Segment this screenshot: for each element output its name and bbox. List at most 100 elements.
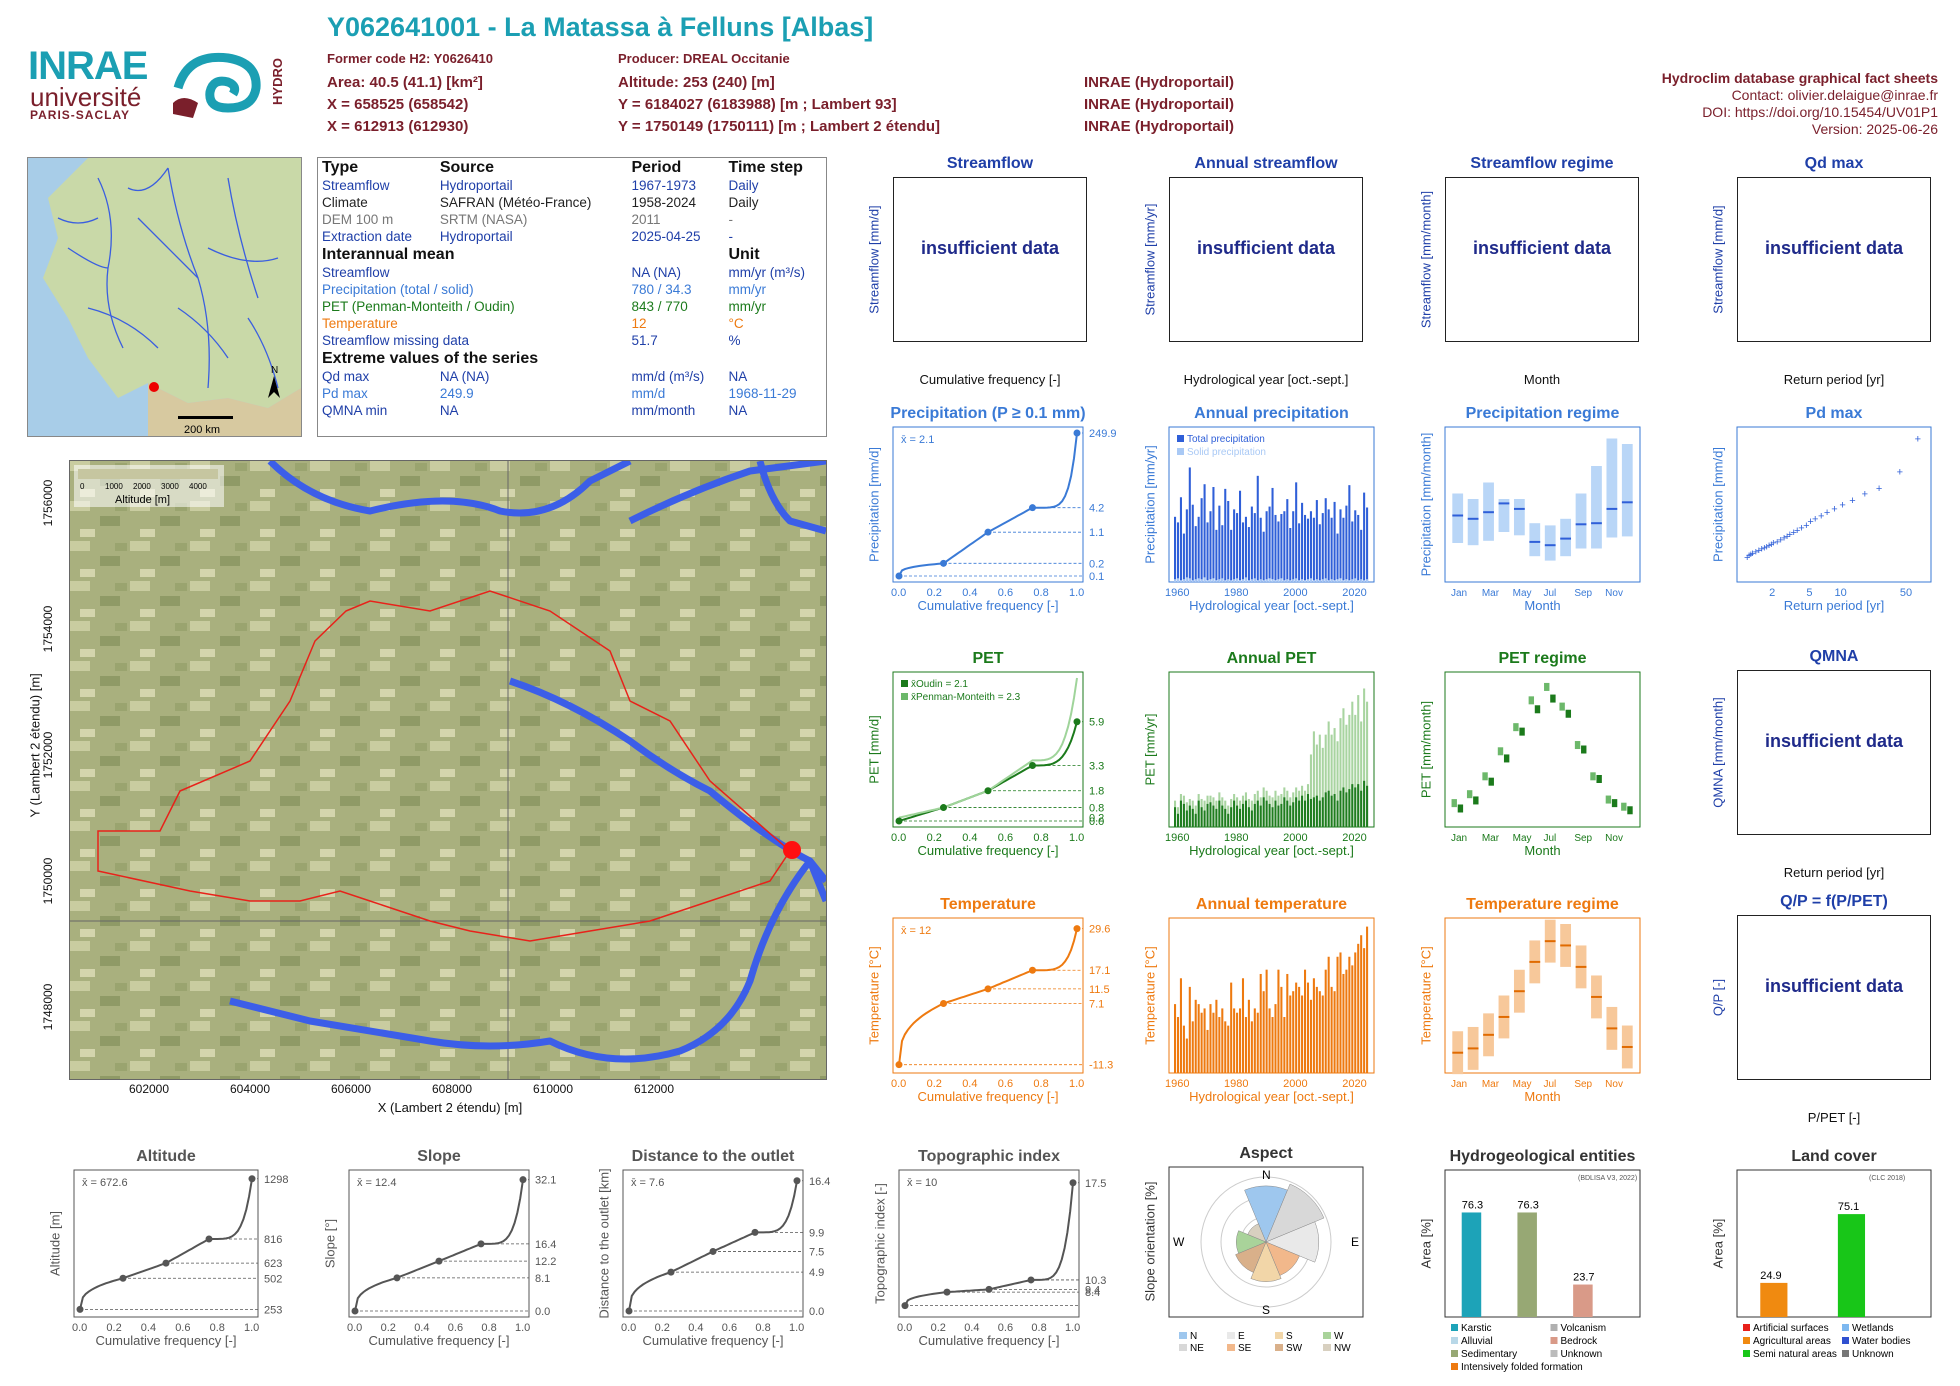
mean-label: x̄ = 12.4 bbox=[357, 1177, 396, 1189]
plot-frame bbox=[1736, 1169, 1932, 1318]
area-bar bbox=[1517, 1212, 1537, 1317]
temp-bar bbox=[1318, 991, 1321, 1073]
cdf-curve bbox=[79, 1178, 253, 1310]
quantile-point bbox=[984, 787, 992, 795]
precip-bar bbox=[1265, 511, 1268, 582]
legend-label: SW bbox=[1286, 1343, 1303, 1354]
legend-label: Alluvial bbox=[1461, 1336, 1493, 1347]
panel-ylabel: Streamflow [mm/month] bbox=[1418, 190, 1434, 328]
legend-swatch bbox=[901, 680, 908, 687]
right-tick-label: 0.2 bbox=[1089, 813, 1104, 825]
x-tick-label: 0.0 bbox=[891, 832, 906, 844]
temp-bar bbox=[1250, 1021, 1253, 1073]
solid-precip-bar bbox=[1206, 580, 1209, 582]
mean-label: x̄ = 7.6 bbox=[631, 1177, 664, 1189]
x-tick-label: 0.2 bbox=[927, 832, 942, 844]
x-tick-label: 0.6 bbox=[998, 1322, 1013, 1334]
temp-bar bbox=[1241, 978, 1245, 1073]
pet-oudin-bar bbox=[1212, 805, 1215, 827]
precip-bar bbox=[1224, 488, 1227, 582]
precip-bar bbox=[1336, 533, 1339, 582]
quantile-point bbox=[984, 985, 992, 993]
solid-precip-bar bbox=[1253, 578, 1256, 582]
rose-petal bbox=[1236, 1230, 1267, 1254]
mean-label: x̄ = 2.1 bbox=[901, 434, 934, 446]
precip-bar bbox=[1268, 506, 1271, 582]
solid-precip-bar bbox=[1357, 580, 1360, 582]
precip-bar bbox=[1244, 516, 1247, 582]
pet-oudin-box bbox=[1550, 694, 1556, 703]
panel-title: Hydrogeological entities bbox=[1449, 1148, 1636, 1165]
right-tick-label: 16.4 bbox=[535, 1239, 556, 1251]
pet-oudin-box bbox=[1581, 745, 1587, 754]
pet-pm-bar bbox=[1330, 734, 1333, 827]
solid-precip-bar bbox=[1256, 580, 1259, 582]
pdmax-point: + bbox=[1862, 489, 1868, 501]
solid-precip-bar bbox=[1327, 580, 1330, 582]
pdmax-point: + bbox=[1818, 511, 1824, 523]
pet-oudin-bar bbox=[1209, 802, 1212, 827]
area: Area: 40.5 (41.1) [km²] bbox=[327, 74, 483, 91]
right-tick-label: 7.1 bbox=[1089, 998, 1104, 1010]
temp-bar bbox=[1253, 1008, 1256, 1073]
basin-xtick: 612000 bbox=[633, 1082, 675, 1096]
precip-bar bbox=[1318, 524, 1321, 582]
regime-box bbox=[1529, 523, 1541, 557]
pdmax-point: + bbox=[1897, 467, 1903, 479]
cdf-curve bbox=[354, 1179, 524, 1312]
panel-ylabel: Altitude [m] bbox=[47, 1210, 63, 1276]
legend-label: Unknown bbox=[1852, 1349, 1894, 1360]
legend-label: Volcanism bbox=[1561, 1323, 1607, 1334]
panel-xlabel: Hydrological year [oct.-sept.] bbox=[1183, 372, 1349, 387]
panel-title: Aspect bbox=[1239, 1145, 1293, 1162]
pet-pm-box bbox=[1482, 772, 1488, 781]
pet-oudin-box bbox=[1627, 806, 1633, 815]
pet-oudin-bar bbox=[1327, 790, 1330, 827]
pet-oudin-bar bbox=[1250, 810, 1253, 827]
svg-text:4000: 4000 bbox=[189, 482, 207, 491]
quantile-point bbox=[1069, 1179, 1077, 1187]
solid-precip-bar bbox=[1250, 579, 1253, 582]
x-tick-label: Nov bbox=[1605, 833, 1623, 844]
plot-frame bbox=[892, 426, 1084, 583]
right-tick-label: 29.6 bbox=[1089, 924, 1110, 936]
chart-plot: +++++++++++++++++++++++ + + + + ++ +++2 5 10 50 bbox=[1736, 426, 1932, 599]
legend-label: Agricultural areas bbox=[1753, 1336, 1831, 1347]
solid-precip-bar bbox=[1277, 579, 1280, 582]
temp-bar bbox=[1194, 999, 1197, 1073]
temp-bar bbox=[1174, 1004, 1177, 1073]
bar-value: 76.3 bbox=[1517, 1199, 1538, 1211]
plot-frame bbox=[892, 917, 1084, 1074]
precip-bar bbox=[1345, 505, 1348, 582]
panel-ylabel: PET [mm/month] bbox=[1418, 700, 1434, 798]
quantile-point bbox=[393, 1274, 401, 1282]
temp-bar bbox=[1176, 1017, 1180, 1073]
legend-label: Total precipitation bbox=[1187, 434, 1265, 445]
legend-swatch bbox=[1177, 435, 1184, 442]
pet-oudin-bar bbox=[1298, 800, 1301, 827]
pdmax-point: + bbox=[1766, 540, 1772, 552]
solid-precip-bar bbox=[1333, 580, 1336, 582]
pdmax-point: + bbox=[1812, 513, 1818, 525]
x-tick-label: 0.4 bbox=[141, 1322, 156, 1334]
x-tick-label: 1.0 bbox=[1069, 1078, 1084, 1090]
precip-bar bbox=[1309, 511, 1312, 582]
right-tick-label: 17.1 bbox=[1089, 965, 1110, 977]
pdmax-point: + bbox=[1798, 523, 1804, 535]
pet-pm-bar bbox=[1336, 741, 1339, 827]
right-tick-label: 253 bbox=[264, 1304, 282, 1316]
insufficient-box bbox=[1737, 670, 1931, 835]
basin-ytick: 1750000 bbox=[41, 857, 55, 905]
precip-bar bbox=[1203, 484, 1206, 582]
regime-box bbox=[1591, 466, 1602, 549]
x-tick-label: Jan bbox=[1451, 588, 1467, 599]
pet-oudin-bar bbox=[1239, 808, 1242, 827]
pet-oudin-bar bbox=[1188, 805, 1191, 827]
right-tick-label: 5.9 bbox=[1089, 717, 1104, 729]
cdf-curve bbox=[898, 928, 1078, 1065]
right-tick-label: 32.1 bbox=[535, 1175, 556, 1187]
right-tick-label: 10.3 bbox=[1085, 1275, 1106, 1287]
panel-title: Streamflow regime bbox=[1470, 155, 1614, 172]
pet-pm-box bbox=[1513, 723, 1519, 732]
version: Version: 2025-06-26 bbox=[1811, 121, 1938, 137]
